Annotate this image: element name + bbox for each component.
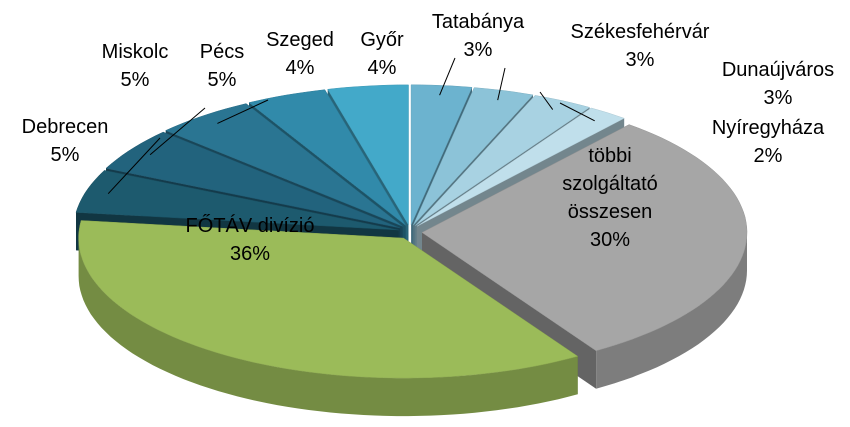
category-label: Nyíregyháza xyxy=(711,117,825,139)
category-label: Tatabánya xyxy=(431,11,525,33)
value-label: 36% xyxy=(229,243,271,265)
value-label: 5% xyxy=(50,144,80,166)
slice-label: Pécs 5% xyxy=(200,38,244,94)
slice-label: Székesfehérvár 3% xyxy=(571,18,710,74)
leader-line xyxy=(539,91,554,110)
slice-top xyxy=(416,107,625,227)
category-label: többi szolgáltató összesen xyxy=(562,145,658,223)
slice-label: Miskolc 5% xyxy=(102,38,169,94)
leader-line xyxy=(497,67,506,101)
value-label: 3% xyxy=(763,87,793,109)
slice xyxy=(78,220,579,417)
slice-top xyxy=(410,84,473,225)
slice-label: Dunaújváros 3% xyxy=(722,56,834,112)
slice-top xyxy=(165,103,403,227)
slice-label: Győr 4% xyxy=(360,26,403,82)
value-label: 5% xyxy=(120,69,150,91)
category-label: FŐTÁV divízió xyxy=(185,215,315,237)
value-label: 3% xyxy=(463,39,493,61)
slice-top xyxy=(421,124,748,351)
value-label: 4% xyxy=(285,57,315,79)
category-label: Győr xyxy=(360,29,404,51)
slice-label: többi szolgáltató összesen 30% xyxy=(545,142,675,254)
leader-line xyxy=(217,99,269,124)
value-label: 4% xyxy=(367,57,397,79)
leader-line xyxy=(107,137,161,195)
slice-side xyxy=(596,232,747,389)
slice-top xyxy=(248,89,406,226)
slice-top xyxy=(413,87,534,226)
leader-line xyxy=(149,107,206,156)
category-label: Székesfehérvár xyxy=(570,21,710,43)
slice-top xyxy=(78,220,579,379)
slice-label: Nyíregyháza 2% xyxy=(712,114,824,170)
slice-label: FŐTÁV divízió 36% xyxy=(186,212,315,268)
leader-line xyxy=(559,102,595,122)
value-label: 3% xyxy=(625,49,655,71)
category-label: Szeged xyxy=(266,29,334,51)
category-label: Debrecen xyxy=(21,116,109,138)
category-label: Dunaújváros xyxy=(721,59,835,81)
value-label: 30% xyxy=(589,229,631,251)
slice-top xyxy=(415,95,591,226)
category-label: Miskolc xyxy=(101,41,169,63)
slice-label: Debrecen 5% xyxy=(22,113,109,169)
slice-top xyxy=(327,84,409,226)
slice-label: Tatabánya 3% xyxy=(432,8,524,64)
value-label: 5% xyxy=(207,69,237,91)
slice-side xyxy=(78,238,578,417)
slice-top xyxy=(105,131,401,229)
leader-line xyxy=(439,57,456,96)
value-label: 2% xyxy=(753,145,783,167)
slice-top xyxy=(75,170,399,231)
category-label: Pécs xyxy=(199,41,245,63)
slice-label: Szeged 4% xyxy=(266,26,334,82)
